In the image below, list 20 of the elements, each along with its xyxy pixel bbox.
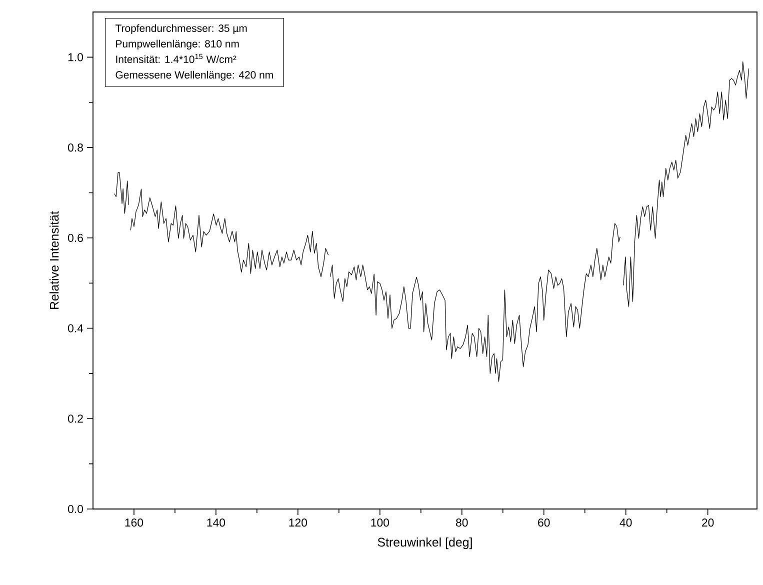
y-tick-label: 1.0 [68,53,84,62]
y-tick-label: 0.4 [68,324,84,332]
x-tick-label: 40 [620,518,632,527]
x-axis-title: Streuwinkel [deg] [378,537,472,550]
y-tick-label: 0.6 [68,234,83,242]
x-tick-label: 60 [538,518,550,527]
y-tick-label: 0.2 [68,414,83,423]
annotation: Intensität: 1.4*10$^{15}$ W/cm² [116,54,236,64]
y-tick-label: 0.8 [68,143,83,152]
y-axis-title: Relative Intensität [50,211,59,309]
x-tick-label: 80 [456,518,468,527]
annotation: Pumpwellenlänge: 810 nm [116,40,239,50]
x-tick-label: 140 [207,518,226,527]
annotation: Gemessene Wellenlänge: 420 nm [116,70,273,81]
x-tick-label: 100 [371,518,390,527]
x-tick-label: 160 [125,518,144,527]
x-tick-label: 120 [289,518,308,527]
x-tick-label: 20 [702,518,714,527]
y-tick-label: 0.0 [68,504,84,514]
annotation: Tropfendurchmesser: 35 µm [115,24,247,34]
